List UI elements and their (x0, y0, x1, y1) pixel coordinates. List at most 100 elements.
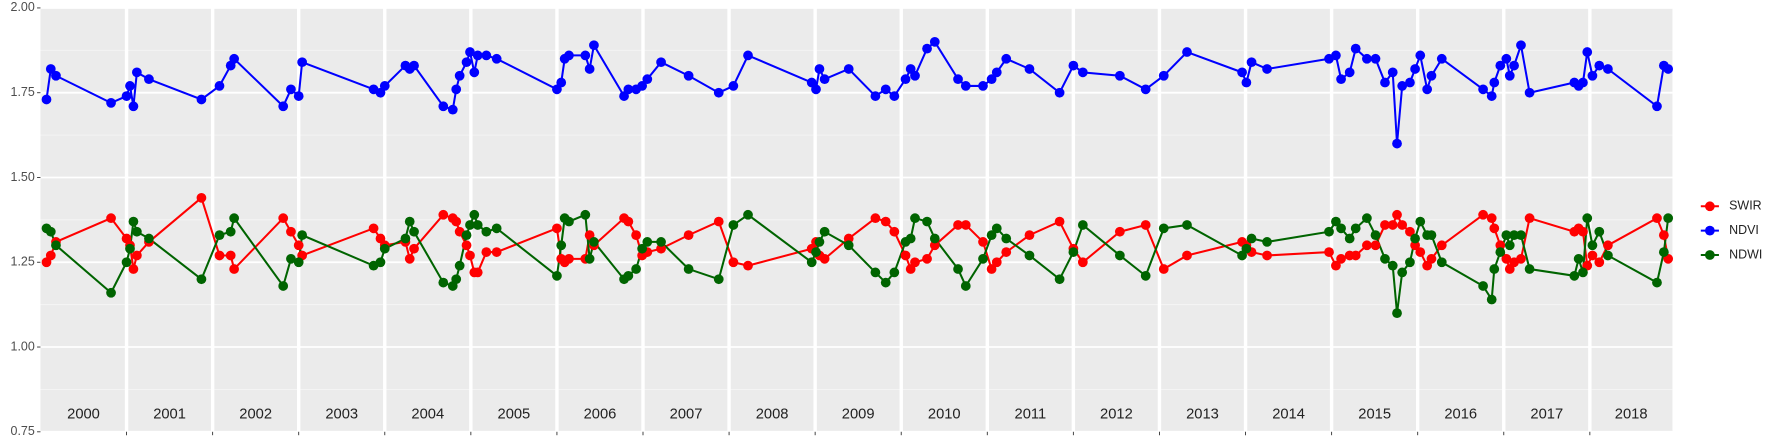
point (564, 50, 574, 61)
point (656, 243, 666, 254)
point (121, 257, 132, 268)
point (1182, 250, 1192, 261)
point (491, 247, 502, 257)
point (1140, 84, 1151, 95)
year-annotation: 2003 (325, 407, 358, 423)
point (642, 74, 653, 85)
point (1478, 209, 1488, 220)
point (642, 237, 653, 247)
point (1524, 264, 1535, 274)
point (929, 36, 940, 47)
point (128, 264, 139, 274)
point (1410, 233, 1420, 244)
point (1331, 216, 1341, 227)
point (910, 257, 920, 268)
year-annotation: 2013 (1186, 407, 1219, 423)
point (379, 243, 390, 254)
point (1489, 77, 1500, 88)
point (1158, 70, 1169, 81)
point (556, 77, 567, 88)
year-annotation: 2016 (1444, 407, 1477, 423)
point (1501, 53, 1512, 64)
point (106, 98, 116, 108)
point (889, 91, 900, 101)
y-tick-label: 1.50 (11, 170, 35, 184)
point (552, 223, 562, 234)
point (960, 81, 971, 91)
legend-key (1704, 250, 1715, 260)
point (454, 260, 465, 271)
year-annotation: 2004 (411, 407, 444, 423)
point (584, 253, 595, 264)
point (454, 70, 465, 81)
point (910, 213, 920, 224)
point (870, 213, 881, 224)
point (1392, 138, 1402, 149)
point (1415, 216, 1426, 227)
point (1001, 53, 1012, 64)
year-annotation: 2002 (239, 407, 272, 423)
point (278, 281, 289, 291)
point (589, 237, 599, 247)
point (469, 209, 480, 220)
point (889, 267, 900, 278)
point (125, 243, 135, 254)
point (1262, 237, 1272, 247)
point (1578, 267, 1588, 278)
point (297, 57, 308, 68)
point (196, 94, 207, 105)
point (196, 274, 207, 285)
point (922, 43, 932, 54)
year-annotation: 2008 (756, 407, 789, 423)
point (1350, 250, 1361, 261)
point (214, 250, 225, 261)
point (1054, 87, 1065, 98)
point (1486, 213, 1497, 224)
point (1054, 216, 1065, 227)
point (1663, 64, 1674, 74)
point (728, 257, 739, 268)
point (1024, 230, 1035, 240)
point (819, 74, 830, 85)
point (1362, 240, 1372, 251)
year-annotation: 2001 (153, 407, 186, 423)
point (843, 240, 854, 251)
point (929, 233, 940, 244)
point (1422, 84, 1433, 95)
point (991, 223, 1002, 234)
point (843, 233, 854, 244)
point (580, 50, 591, 61)
point (368, 223, 379, 234)
point (1380, 253, 1390, 264)
point (481, 226, 492, 237)
point (1331, 260, 1341, 271)
year-annotation: 2014 (1272, 407, 1305, 423)
point (214, 81, 225, 91)
point (1495, 60, 1506, 71)
point (465, 250, 475, 261)
point (278, 101, 289, 112)
point (1387, 260, 1398, 271)
point (589, 40, 599, 51)
point (1336, 74, 1346, 85)
point (297, 230, 308, 240)
point (225, 250, 236, 261)
point (144, 74, 154, 85)
point (438, 277, 449, 288)
point (286, 226, 296, 237)
point (472, 220, 483, 230)
point (293, 91, 304, 101)
point (472, 50, 483, 61)
point (1578, 77, 1588, 88)
point (978, 253, 988, 264)
point (1495, 247, 1506, 257)
point (1068, 247, 1079, 257)
point (1524, 87, 1535, 98)
point (1237, 67, 1247, 78)
point (889, 226, 900, 237)
point (293, 240, 304, 251)
point (953, 74, 963, 85)
point (1077, 257, 1088, 268)
point (1594, 257, 1605, 268)
